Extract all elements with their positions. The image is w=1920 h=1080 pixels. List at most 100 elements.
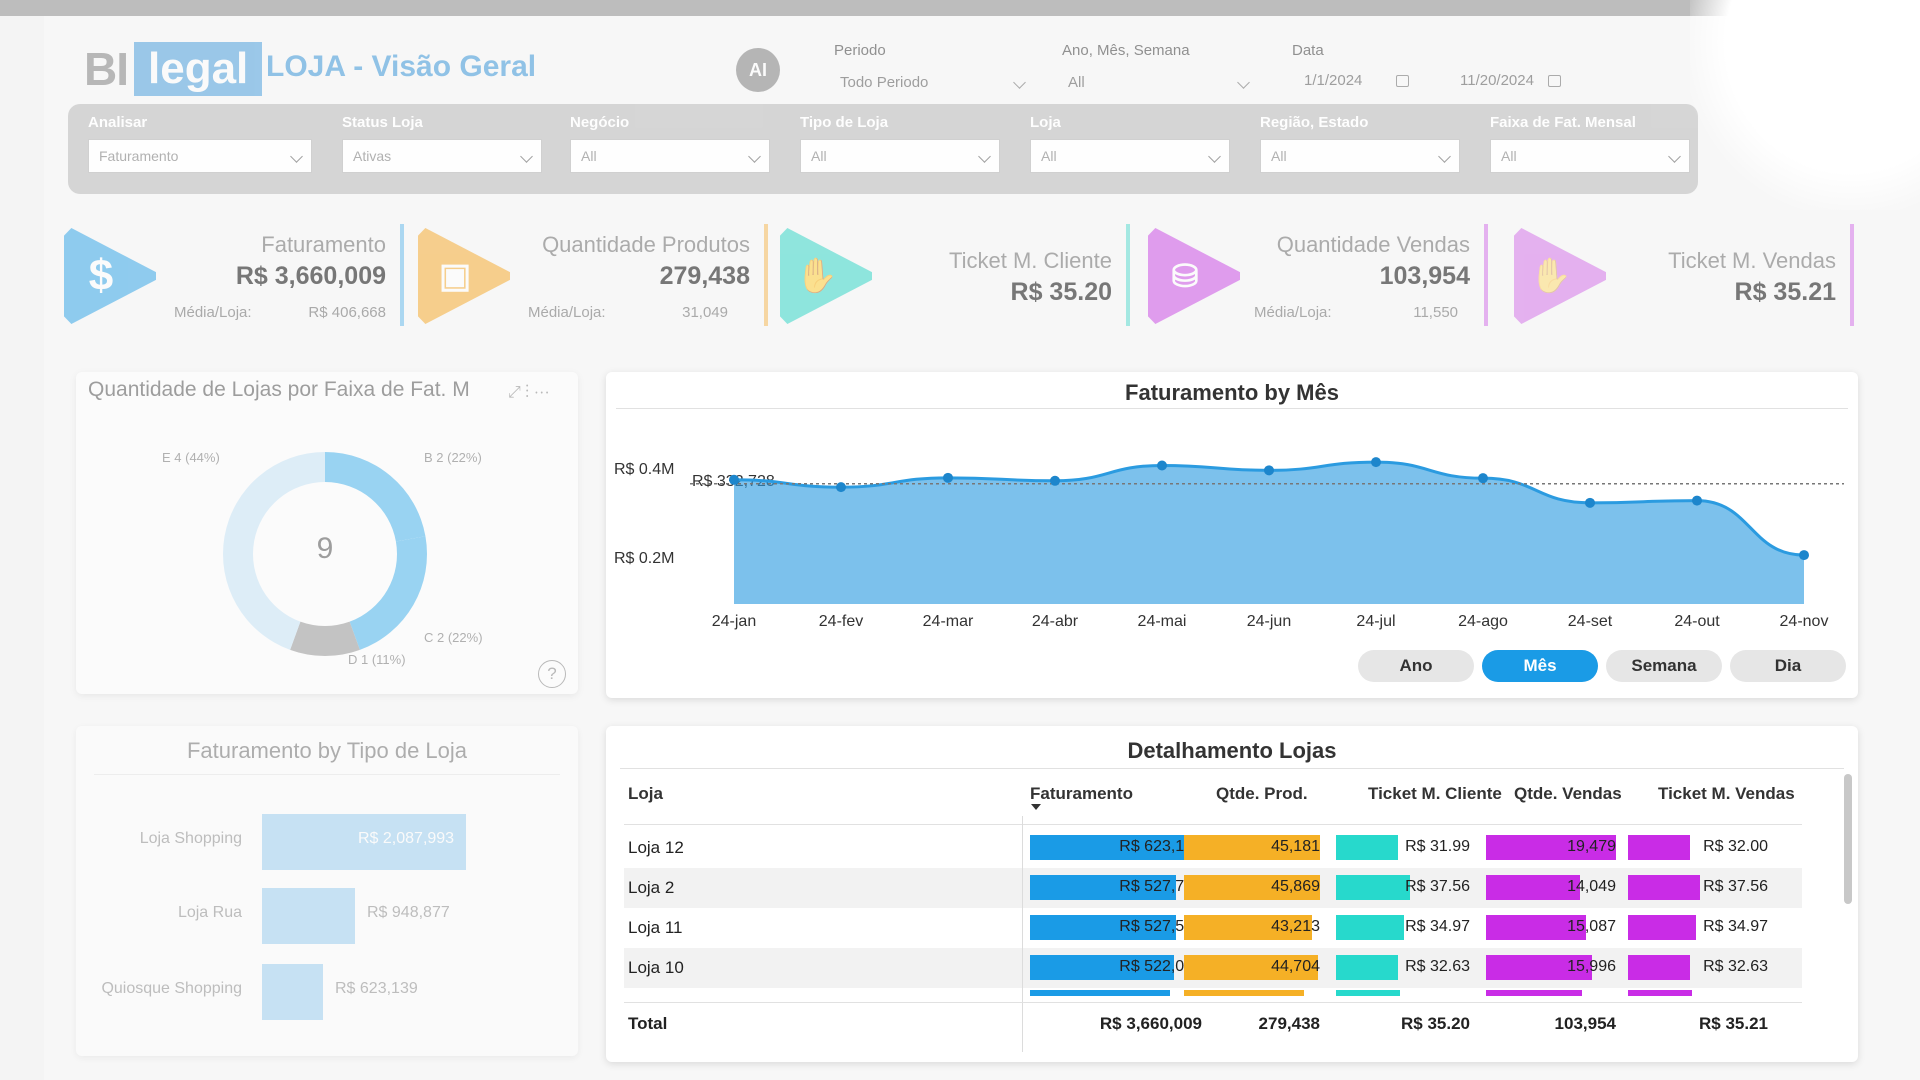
filter-dropdown[interactable]: All (1260, 139, 1460, 173)
bar-value-label: R$ 948,877 (367, 904, 450, 921)
filter-dropdown[interactable]: Ativas (342, 139, 542, 173)
column-divider (1022, 816, 1023, 1052)
data-point[interactable] (1692, 495, 1702, 506)
bar[interactable] (262, 964, 323, 1020)
table-row-partial (624, 988, 1802, 996)
toggle-mes[interactable]: Mês (1482, 650, 1598, 682)
col-header-qtde-prod[interactable]: Qtde. Prod. (1216, 784, 1308, 803)
header-divider (624, 824, 1802, 825)
area-chart: R$ 0.4M R$ 0.2M R$ 332,728 24-jan24-fev2… (614, 457, 1844, 630)
toggle-dia[interactable]: Dia (1730, 650, 1846, 682)
data-point[interactable] (1371, 457, 1381, 468)
data-point[interactable] (836, 482, 846, 493)
filter-dropdown[interactable]: All (1490, 139, 1690, 173)
col-header-loja[interactable]: Loja (628, 784, 663, 803)
kpi-name: Ticket M. Vendas (1668, 248, 1836, 273)
cell-ticket-vendas: R$ 37.56 (1703, 878, 1768, 895)
cell-loja: Loja 10 (628, 958, 684, 977)
data-end-value: 11/20/2024 (1460, 72, 1534, 89)
chevron-down-icon (1438, 149, 1451, 163)
toggle-ano[interactable]: Ano (1358, 650, 1474, 682)
donut-slice-e[interactable] (222, 452, 325, 650)
bar-value-label: R$ 623,139 (335, 980, 418, 997)
table-row[interactable]: Loja 10 R$ 522,007 44,704 R$ 32.63 15,99… (624, 948, 1802, 988)
data-point[interactable] (1264, 465, 1274, 476)
filter-dropdown[interactable]: All (570, 139, 770, 173)
kpi-value: R$ 35.21 (1734, 278, 1836, 306)
kpi-ticket-m-vendas: ✋ Ticket M. Vendas R$ 35.21 (1514, 222, 1854, 332)
table-row[interactable]: Loja 2 R$ 527,704 45,869 R$ 37.56 14,049… (624, 868, 1802, 908)
vertical-scrollbar[interactable] (1844, 774, 1852, 904)
data-point[interactable] (1585, 497, 1595, 508)
bar-ticket-cliente (1336, 875, 1410, 900)
bar-qtde-prod (1184, 955, 1318, 980)
donut-slice-b[interactable] (325, 452, 426, 542)
table-row[interactable]: Loja 11 R$ 527,538 43,213 R$ 34.97 15,08… (624, 908, 1802, 948)
kpi-name: Ticket M. Cliente (948, 248, 1112, 273)
col-header-ticket-vendas[interactable]: Ticket M. Vendas (1658, 784, 1795, 803)
donut-slice-c[interactable] (349, 536, 427, 650)
col-header-qtde-vendas[interactable]: Qtde. Vendas (1514, 784, 1622, 803)
filter-value: All (811, 148, 827, 164)
cell-ticket-vendas: R$ 34.97 (1703, 918, 1768, 935)
cell-qtde-vendas: 15,996 (1567, 958, 1616, 975)
filter-status-loja[interactable]: Status Loja Ativas (342, 114, 542, 173)
cell-ticket-cliente: R$ 34.97 (1405, 918, 1470, 935)
ano-mes-semana-dropdown[interactable]: All (1068, 74, 1250, 91)
ai-chip-icon[interactable]: AI (736, 48, 780, 92)
filter-tipo-de-loja[interactable]: Tipo de Loja All (800, 114, 1000, 173)
data-point[interactable] (1157, 460, 1167, 471)
x-tick-label: 24-out (1674, 613, 1720, 630)
toggle-semana[interactable]: Semana (1606, 650, 1722, 682)
filter-label: Região, Estado (1260, 114, 1369, 131)
bar[interactable] (262, 888, 355, 944)
periodo-label: Periodo (834, 42, 886, 59)
cell-qtde-prod: 43,213 (1271, 918, 1320, 935)
line-chart-title: Faturamento by Mês (1125, 380, 1339, 405)
kpi-accent-rule (400, 224, 404, 326)
area-fill (734, 462, 1804, 604)
category-label: Loja Rua (177, 904, 242, 921)
filter-dropdown[interactable]: All (1030, 139, 1230, 173)
filter-loja[interactable]: Loja All (1030, 114, 1230, 173)
kpi-name: Quantidade Vendas (1276, 232, 1470, 257)
fade-overlay (1690, 0, 1920, 210)
calendar-icon (1547, 74, 1561, 87)
data-point[interactable] (1050, 475, 1060, 486)
cell-qtde-prod: 44,704 (1271, 958, 1320, 975)
kpi-quantidade-produtos: ▣ Quantidade Produtos 279,438 Média/Loja… (418, 222, 768, 332)
filter-dropdown[interactable]: All (800, 139, 1000, 173)
help-icon[interactable]: ? (538, 660, 566, 688)
data-start-field[interactable]: 1/1/2024 (1304, 72, 1410, 89)
focus-mode-icon[interactable]: ⤢ ⋮ ⋯ (508, 384, 550, 401)
filter-negocio[interactable]: Negócio All (570, 114, 770, 173)
kpi-value: 103,954 (1379, 262, 1470, 290)
basket-icon: ⛁ (1148, 228, 1240, 324)
x-tick-label: 24-mar (923, 613, 974, 630)
filter-dropdown[interactable]: Faturamento (88, 139, 312, 173)
donut-slices (222, 452, 427, 656)
total-ticket-vendas: R$ 35.21 (1699, 1014, 1768, 1033)
bar-ticket-vendas (1628, 835, 1690, 860)
col-header-faturamento[interactable]: Faturamento (1030, 784, 1133, 803)
filter-regiao-estado[interactable]: Região, Estado All (1260, 114, 1460, 173)
bar-qtde-prod (1184, 875, 1320, 900)
data-end-field[interactable]: 11/20/2024 (1460, 72, 1561, 89)
kpi-sub-label: Média/Loja: (174, 304, 252, 321)
filter-analisar[interactable]: Analisar Faturamento (88, 114, 312, 173)
data-point[interactable] (729, 474, 739, 485)
data-point[interactable] (1799, 550, 1809, 561)
filter-label: Tipo de Loja (800, 114, 889, 131)
col-header-ticket-cliente[interactable]: Ticket M. Cliente (1368, 784, 1502, 803)
filter-faixa-fat-mensal[interactable]: Faixa de Fat. Mensal All (1490, 114, 1690, 173)
filter-bar: Analisar Faturamento Status Loja Ativas … (68, 104, 1698, 194)
cell-qtde-vendas: 19,479 (1567, 838, 1616, 855)
page-title: LOJA - Visão Geral (266, 50, 537, 83)
data-point[interactable] (1478, 473, 1488, 484)
bar[interactable] (262, 814, 466, 870)
periodo-dropdown[interactable]: Todo Periodo (840, 74, 1026, 91)
tipo-loja-card: Faturamento by Tipo de Loja Loja Shoppin… (76, 726, 578, 1056)
table-row[interactable]: Loja 12 R$ 623,139 45,181 R$ 31.99 19,47… (624, 828, 1802, 868)
donut-slice-d[interactable] (290, 621, 360, 656)
data-point[interactable] (943, 472, 953, 483)
